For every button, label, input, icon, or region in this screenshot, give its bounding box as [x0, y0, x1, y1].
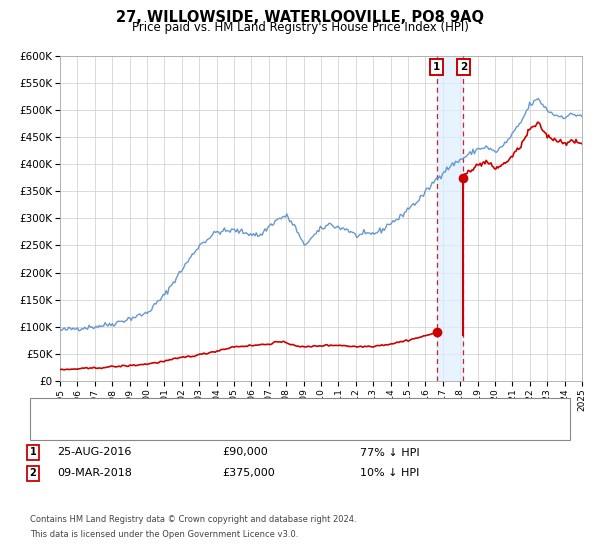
- Text: ——: ——: [45, 422, 70, 435]
- Text: £375,000: £375,000: [222, 468, 275, 478]
- Text: 09-MAR-2018: 09-MAR-2018: [57, 468, 132, 478]
- Text: 2: 2: [460, 62, 467, 72]
- Text: 2: 2: [29, 468, 37, 478]
- Text: ——: ——: [45, 403, 70, 416]
- Text: 25-AUG-2016: 25-AUG-2016: [57, 447, 131, 458]
- Text: Contains HM Land Registry data © Crown copyright and database right 2024.: Contains HM Land Registry data © Crown c…: [30, 515, 356, 524]
- Text: 1: 1: [29, 447, 37, 458]
- Text: Price paid vs. HM Land Registry's House Price Index (HPI): Price paid vs. HM Land Registry's House …: [131, 21, 469, 34]
- Text: HPI: Average price, detached house, Havant: HPI: Average price, detached house, Hava…: [75, 423, 291, 433]
- Text: 27, WILLOWSIDE, WATERLOOVILLE, PO8 9AQ (detached house): 27, WILLOWSIDE, WATERLOOVILLE, PO8 9AQ (…: [75, 404, 382, 414]
- Bar: [437, 56, 463, 381]
- Text: 10% ↓ HPI: 10% ↓ HPI: [360, 468, 419, 478]
- Text: This data is licensed under the Open Government Licence v3.0.: This data is licensed under the Open Gov…: [30, 530, 298, 539]
- Text: 77% ↓ HPI: 77% ↓ HPI: [360, 447, 419, 458]
- Text: 27, WILLOWSIDE, WATERLOOVILLE, PO8 9AQ: 27, WILLOWSIDE, WATERLOOVILLE, PO8 9AQ: [116, 10, 484, 25]
- Text: £90,000: £90,000: [222, 447, 268, 458]
- Text: 1: 1: [433, 62, 440, 72]
